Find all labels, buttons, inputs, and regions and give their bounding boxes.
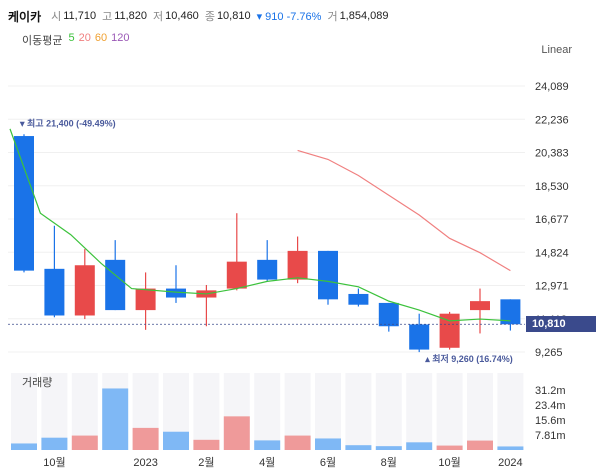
price-tick-label: 22,236 xyxy=(535,114,569,126)
ma60-legend: 60 xyxy=(94,32,108,44)
high-label: 고 xyxy=(102,11,113,23)
candle-body xyxy=(226,261,247,289)
volume-column-bg xyxy=(193,373,220,450)
price-annotation: ▴ 최저 9,260 (16.74%) xyxy=(424,353,513,364)
volume-bar xyxy=(436,445,463,450)
volume-bar xyxy=(497,446,524,450)
volume-column-bg xyxy=(497,373,524,450)
x-tick-label: 2024 xyxy=(498,457,522,469)
stock-name[interactable]: 케이카 xyxy=(8,9,42,24)
candle-body xyxy=(166,288,186,298)
ma-legend-title: 이동평균 xyxy=(22,35,63,47)
ma5-legend: 5 xyxy=(68,32,75,44)
volume-column-bg xyxy=(375,373,402,450)
candle-body xyxy=(135,288,156,311)
x-tick-label: 10월 xyxy=(438,456,460,469)
volume-tick-label: 31.2m xyxy=(535,385,566,397)
volume-bar xyxy=(11,443,37,450)
ma120-legend: 120 xyxy=(111,32,130,44)
volume-value: 1,854,089 xyxy=(339,10,389,22)
candle-body xyxy=(500,299,521,325)
close-value: 10,810 xyxy=(216,10,251,22)
candle-body xyxy=(409,324,430,350)
volume-column-bg xyxy=(41,373,68,450)
ma20-line xyxy=(297,149,511,272)
volume-bar xyxy=(132,427,159,450)
stock-header: 케이카 시 11,710 고 11,820 저 10,460 종 10,810 … xyxy=(8,6,395,26)
open-value: 11,710 xyxy=(63,10,97,22)
volume-bar xyxy=(254,440,281,450)
candle-body xyxy=(470,301,490,311)
open-label: 시 xyxy=(51,11,62,23)
x-tick-label: 2월 xyxy=(198,456,214,469)
volume-column-bg xyxy=(436,373,463,450)
moving-average-legend[interactable]: 이동평균 5 20 60 120 xyxy=(22,32,129,48)
candle-body xyxy=(105,259,126,311)
candle-body xyxy=(439,313,460,348)
volume-bar xyxy=(163,431,189,450)
candle-body xyxy=(257,259,278,280)
volume-bar xyxy=(193,439,220,450)
price-tick-label: 14,824 xyxy=(535,247,569,259)
x-tick-label: 4월 xyxy=(259,456,275,469)
current-price-tag: 10,810 xyxy=(526,316,596,332)
candle-body xyxy=(74,265,95,316)
volume-bar xyxy=(284,435,311,450)
volume-bar xyxy=(223,416,250,450)
volume-column-bg xyxy=(11,373,37,450)
volume-bar xyxy=(345,445,372,450)
volume-column-bg xyxy=(315,373,341,450)
candle-body xyxy=(14,136,34,271)
x-tick-label: 8월 xyxy=(381,456,397,469)
low-label: 저 xyxy=(153,11,164,23)
volume-title: 거래량 xyxy=(22,376,52,389)
x-tick-label: 2023 xyxy=(133,457,157,469)
candle-body xyxy=(348,293,369,305)
volume-column-bg xyxy=(406,373,433,450)
volume-bar xyxy=(315,438,341,450)
price-annotation: ▾ 최고 21,400 (-49.49%) xyxy=(19,117,116,128)
price-tick-label: 9,265 xyxy=(535,347,563,359)
volume-bar xyxy=(467,440,493,450)
ma20-legend: 20 xyxy=(78,32,91,44)
volume-column-bg xyxy=(254,373,281,450)
candle-body xyxy=(378,302,399,327)
volume-tick-label: 23.4m xyxy=(535,400,566,412)
volume-tick-label: 7.81m xyxy=(535,430,566,442)
volume-label: 거 xyxy=(327,11,338,23)
high-value: 11,820 xyxy=(114,10,148,22)
candle-body xyxy=(44,268,65,316)
change-value: ▾ 910 -7.76% xyxy=(256,10,322,23)
volume-column-bg xyxy=(345,373,372,450)
price-tick-label: 12,971 xyxy=(535,281,569,293)
price-tick-label: 24,089 xyxy=(535,81,569,93)
volume-bar xyxy=(71,435,98,450)
x-tick-label: 6월 xyxy=(320,456,336,469)
close-label: 종 xyxy=(204,11,215,23)
price-tick-label: 18,530 xyxy=(535,181,569,193)
volume-bar xyxy=(375,446,402,450)
volume-bar xyxy=(102,388,129,450)
volume-column-bg xyxy=(467,373,493,450)
volume-bar xyxy=(41,437,68,450)
volume-bar xyxy=(406,442,433,450)
scale-mode-toggle[interactable]: Linear xyxy=(541,44,572,56)
low-value: 10,460 xyxy=(165,10,199,22)
x-tick-label: 10월 xyxy=(43,456,65,469)
volume-tick-label: 15.6m xyxy=(535,415,566,427)
price-tick-label: 16,677 xyxy=(535,214,569,226)
candle-body xyxy=(287,250,308,280)
candle-body xyxy=(318,250,338,300)
price-tick-label: 20,383 xyxy=(535,148,569,160)
ma5-line xyxy=(9,128,511,322)
